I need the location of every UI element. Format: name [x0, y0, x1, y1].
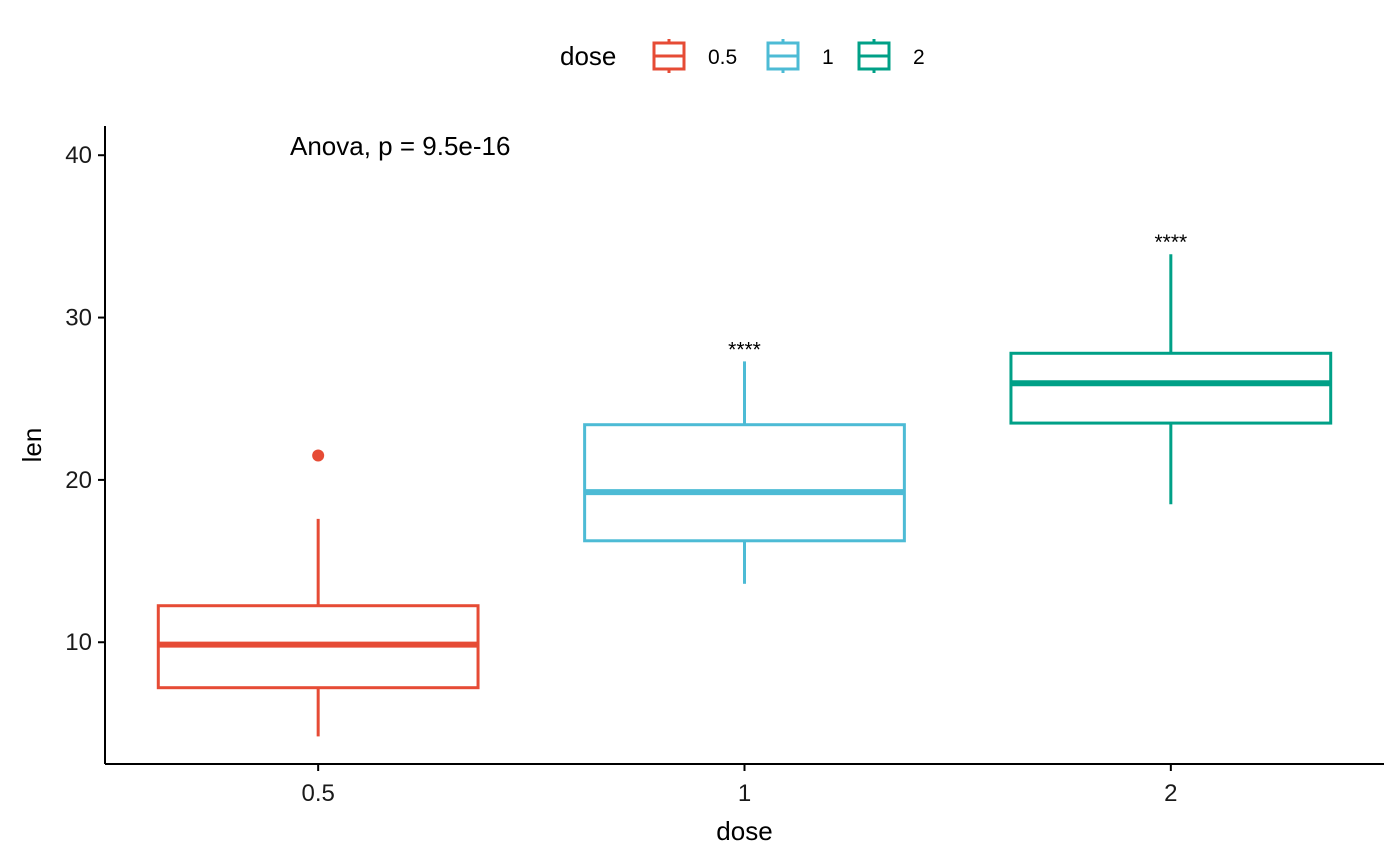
legend-item-0.5: 0.5	[652, 39, 737, 73]
y-tick-label: 20	[65, 467, 92, 494]
outlier-point	[312, 449, 325, 462]
significance-label: ****	[728, 338, 761, 361]
x-axis: 0.5 1 2	[105, 763, 1384, 807]
x-axis-title: dose	[716, 816, 772, 846]
legend-item-1: 1	[766, 39, 834, 73]
y-axis-title: len	[17, 428, 47, 463]
y-tick-label: 30	[65, 305, 92, 332]
legend-title: dose	[560, 41, 616, 71]
legend-item-2: 2	[857, 39, 925, 73]
x-tick-label: 0.5	[301, 780, 334, 807]
legend-label: 0.5	[708, 46, 737, 69]
box-body	[1009, 351, 1333, 425]
box-1: ****	[583, 338, 906, 584]
box-2: ****	[1009, 231, 1333, 505]
x-tick-label: 1	[738, 780, 751, 807]
boxes: **** ****	[156, 231, 1333, 737]
legend-label: 1	[822, 46, 834, 69]
anova-annotation: Anova, p = 9.5e-16	[290, 131, 510, 161]
legend-label: 2	[913, 46, 925, 69]
y-tick-label: 40	[65, 142, 92, 169]
significance-label: ****	[1154, 231, 1187, 254]
legend: dose 0.5 1 2	[560, 39, 925, 73]
x-tick-label: 2	[1164, 780, 1177, 807]
box-0.5	[156, 449, 480, 737]
y-axis: 10 20 30 40	[65, 126, 106, 764]
y-tick-label: 10	[65, 629, 92, 656]
box-body	[583, 423, 906, 543]
